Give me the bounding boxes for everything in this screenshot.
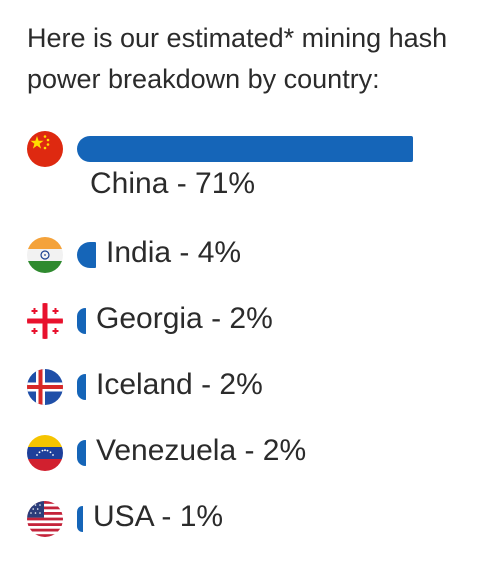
bar-usa: [77, 506, 83, 532]
iceland-flag-icon: [27, 369, 63, 405]
usa-flag-icon: [27, 501, 63, 537]
bar-india: [77, 242, 96, 268]
bar-china: [77, 136, 413, 162]
bar-iceland: [77, 374, 86, 400]
label-iceland: Iceland - 2%: [96, 368, 263, 402]
venezuela-flag-icon: [27, 435, 63, 471]
intro-text: Here is our estimated* mining hash power…: [27, 18, 492, 100]
georgia-flag-icon: [27, 303, 63, 339]
label-india: India - 4%: [106, 236, 241, 270]
label-usa: USA - 1%: [93, 500, 223, 534]
label-china: China - 71%: [90, 167, 255, 201]
china-flag-icon: [27, 131, 63, 167]
bar-georgia: [77, 308, 86, 334]
bar-venezuela: [77, 440, 86, 466]
india-flag-icon: [27, 237, 63, 273]
label-venezuela: Venezuela - 2%: [96, 434, 306, 468]
label-georgia: Georgia - 2%: [96, 302, 273, 336]
